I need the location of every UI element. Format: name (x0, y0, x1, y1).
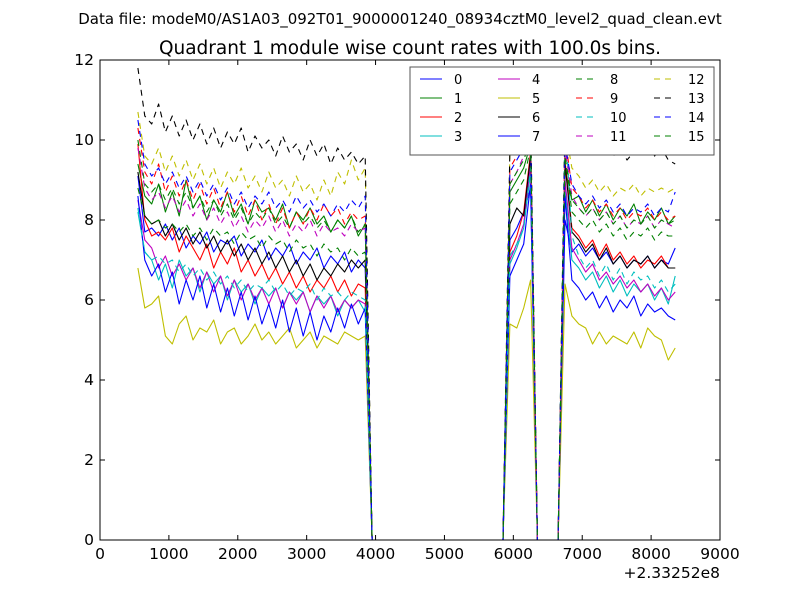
legend-label-6: 6 (532, 111, 540, 126)
x-tick-label: 6000 (494, 545, 533, 563)
series-15-line (137, 139, 676, 541)
legend-label-14: 14 (688, 111, 705, 126)
legend-label-7: 7 (532, 130, 540, 145)
y-tick-label: 0 (84, 531, 94, 549)
x-tick-label: 0 (95, 545, 105, 563)
x-tick-label: 9000 (700, 545, 739, 563)
series-5-line (137, 267, 676, 541)
legend-label-10: 10 (610, 111, 627, 126)
series-0-line (137, 175, 676, 541)
legend-label-1: 1 (454, 92, 462, 107)
y-tick-label: 6 (84, 291, 94, 309)
y-tick-label: 2 (84, 451, 94, 469)
legend-label-13: 13 (688, 92, 705, 107)
series-7-line (137, 183, 676, 541)
series-10-line (137, 119, 676, 541)
x-tick-label: 7000 (562, 545, 601, 563)
legend-label-8: 8 (610, 73, 618, 88)
series-4-line (137, 163, 676, 541)
legend-label-5: 5 (532, 92, 540, 107)
plot-area (137, 67, 676, 541)
y-tick-label: 10 (74, 131, 94, 149)
series-2-line (137, 143, 676, 541)
y-tick-label: 4 (84, 371, 94, 389)
legend-label-9: 9 (610, 92, 618, 107)
series-14-line (137, 119, 676, 541)
x-tick-label: 5000 (425, 545, 464, 563)
legend-label-4: 4 (532, 73, 540, 88)
legend-label-0: 0 (454, 73, 462, 88)
legend-label-15: 15 (688, 130, 705, 145)
y-tick-label: 8 (84, 211, 94, 229)
y-tick-label: 12 (74, 51, 94, 69)
series-6-line (137, 155, 676, 541)
x-tick-label: 2000 (218, 545, 257, 563)
legend-label-3: 3 (454, 130, 462, 145)
series-8-line (137, 147, 676, 541)
series-3-line (137, 171, 676, 541)
x-offset-label: +2.33252e8 (624, 564, 720, 582)
series-11-line (137, 139, 676, 541)
legend-label-11: 11 (610, 130, 627, 145)
chart-title: Quadrant 1 module wise count rates with … (159, 38, 661, 59)
axes: 0 1000 2000 3000 4000 5000 6000 7000 8000 9000 0 2 4… (74, 51, 739, 563)
x-tick-label: 8000 (631, 545, 670, 563)
x-tick-label: 3000 (287, 545, 326, 563)
legend-label-12: 12 (688, 73, 705, 88)
series-12-line (137, 111, 676, 541)
series-9-line (137, 127, 676, 541)
legend-frame (409, 66, 715, 156)
x-tick-label: 1000 (149, 545, 188, 563)
x-tick-label: 4000 (356, 545, 395, 563)
legend-label-2: 2 (454, 111, 462, 126)
chart-suptitle: Data file: modeM0/AS1A03_092T01_90000012… (78, 10, 722, 29)
